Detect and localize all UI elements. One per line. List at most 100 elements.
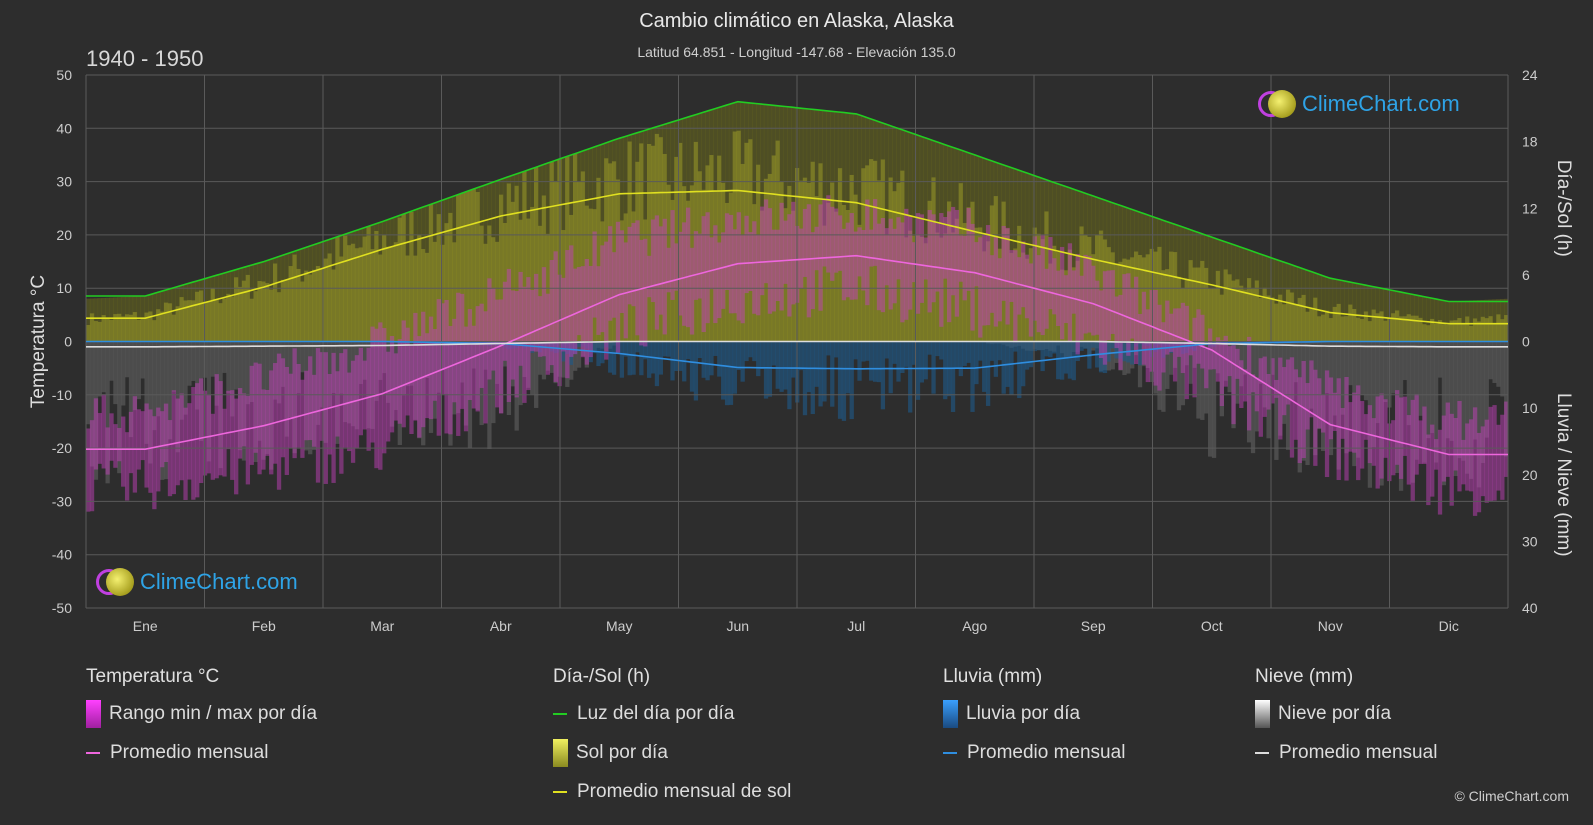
legend-sun-avg-label: Promedio mensual de sol bbox=[577, 781, 792, 802]
temp-range-bar bbox=[1289, 357, 1295, 458]
sun-bar bbox=[1223, 269, 1228, 342]
rain-bar bbox=[900, 341, 905, 374]
temp-range-bar bbox=[1492, 405, 1497, 501]
temp-range-bar bbox=[308, 356, 313, 441]
temp-range-bar bbox=[1484, 419, 1489, 503]
temp-range-bar bbox=[732, 229, 738, 314]
sun-bar bbox=[1278, 294, 1283, 342]
temp-range-bar bbox=[1278, 357, 1283, 440]
sun-bar bbox=[1098, 230, 1104, 342]
temp-range-bar bbox=[635, 220, 640, 336]
temp-range-bar bbox=[1009, 250, 1014, 302]
snow-bar bbox=[1165, 341, 1170, 389]
temp-range-bar bbox=[931, 214, 936, 303]
rain-bar bbox=[993, 341, 999, 377]
rain-bar bbox=[962, 341, 967, 366]
snow-bar bbox=[1270, 341, 1275, 375]
temp-range-bar bbox=[822, 198, 827, 267]
temp-range-bar bbox=[1465, 423, 1470, 491]
temp-range-bar bbox=[452, 318, 457, 403]
sun-bar bbox=[1266, 295, 1271, 342]
sun-bar bbox=[1379, 311, 1384, 342]
rain-bar bbox=[892, 341, 897, 364]
sun-bar bbox=[1196, 267, 1201, 342]
sun-bar bbox=[1461, 324, 1466, 342]
temp-range-bar bbox=[1363, 414, 1369, 440]
sun-bar bbox=[202, 301, 208, 342]
rain-bar bbox=[1071, 341, 1076, 381]
sun-bar bbox=[1250, 288, 1256, 342]
logo-top[interactable]: ClimeChart.com bbox=[1258, 90, 1460, 118]
temp-range-bar bbox=[206, 395, 212, 474]
rain-bar bbox=[958, 341, 963, 377]
temp-range-bar bbox=[265, 390, 270, 456]
sun-bar bbox=[549, 161, 554, 342]
temp-range-bar bbox=[954, 209, 960, 317]
temp-range-bar bbox=[117, 427, 122, 462]
temp-range-bar bbox=[460, 293, 465, 409]
temp-range-bar bbox=[253, 362, 258, 453]
rain-bar bbox=[966, 341, 971, 363]
logo-bottom[interactable]: ClimeChart.com bbox=[96, 568, 298, 596]
temp-range-bar bbox=[1445, 402, 1450, 477]
temp-range-bar bbox=[1336, 378, 1341, 481]
rain-bar bbox=[721, 341, 726, 400]
snow-bar bbox=[1492, 341, 1497, 383]
snow-bar bbox=[1500, 341, 1505, 397]
x-tick-label: May bbox=[606, 618, 632, 634]
rain-bar bbox=[767, 341, 773, 397]
snow-bar bbox=[1293, 341, 1299, 383]
temp-range-bar bbox=[483, 311, 488, 424]
daylight-bar bbox=[1367, 285, 1373, 342]
snow-bar bbox=[534, 341, 539, 408]
sun-bar bbox=[230, 296, 235, 342]
temp-range-bar bbox=[331, 352, 336, 483]
legend-snow-avg-label: Promedio mensual bbox=[1279, 742, 1438, 763]
y-right-top-tick-label: 24 bbox=[1522, 67, 1538, 83]
sun-bar bbox=[1441, 324, 1447, 342]
sun-bar bbox=[167, 303, 173, 342]
sun-bar bbox=[1274, 303, 1279, 342]
temp-range-bar bbox=[1359, 401, 1365, 469]
temp-range-bar bbox=[1176, 308, 1182, 357]
temp-range-bar bbox=[1383, 399, 1388, 458]
temp-range-bar bbox=[1262, 356, 1267, 417]
temp-range-bar bbox=[826, 195, 831, 273]
rain-bar bbox=[689, 341, 695, 392]
snow-bar bbox=[1375, 341, 1380, 424]
rain-bar bbox=[643, 341, 648, 360]
temp-range-bar bbox=[261, 389, 266, 470]
rain-bar bbox=[896, 341, 901, 382]
sun-bar bbox=[463, 191, 469, 342]
sun-bar bbox=[350, 243, 356, 342]
temp-range-bar bbox=[806, 204, 812, 318]
sun-bar bbox=[1484, 318, 1489, 342]
temp-range-bar bbox=[658, 226, 663, 315]
sun-bar bbox=[366, 226, 371, 342]
sun-bar bbox=[1320, 314, 1326, 342]
sun-bar bbox=[421, 249, 426, 342]
sun-bar bbox=[144, 312, 149, 342]
rain-bar bbox=[888, 341, 893, 394]
rain-bar bbox=[1028, 341, 1034, 368]
snow-avg-swatch bbox=[1255, 752, 1269, 754]
temp-range-bar bbox=[1402, 396, 1408, 456]
chart-title: Cambio climático en Alaska, Alaska bbox=[639, 10, 954, 32]
temp-range-bar bbox=[1500, 414, 1505, 500]
snow-bar bbox=[1243, 341, 1248, 375]
snow-bar bbox=[1208, 341, 1213, 457]
temp-range-bar bbox=[872, 199, 878, 266]
temp-range-bar bbox=[128, 411, 134, 474]
temp-range-bar bbox=[904, 208, 909, 320]
sun-bar bbox=[237, 286, 243, 342]
temp-range-bar bbox=[269, 370, 274, 475]
y-right-bottom-tick-label: 10 bbox=[1522, 400, 1538, 416]
temp-range-bar bbox=[880, 217, 886, 313]
temp-range-bar bbox=[1437, 429, 1443, 515]
sun-bar bbox=[1235, 279, 1240, 342]
snow-bar bbox=[1445, 341, 1450, 439]
snow-bar bbox=[1469, 341, 1474, 479]
temp-range-bar bbox=[1215, 337, 1221, 382]
y-left-tick-label: 10 bbox=[56, 280, 72, 296]
temp-range-bar bbox=[1418, 420, 1423, 464]
